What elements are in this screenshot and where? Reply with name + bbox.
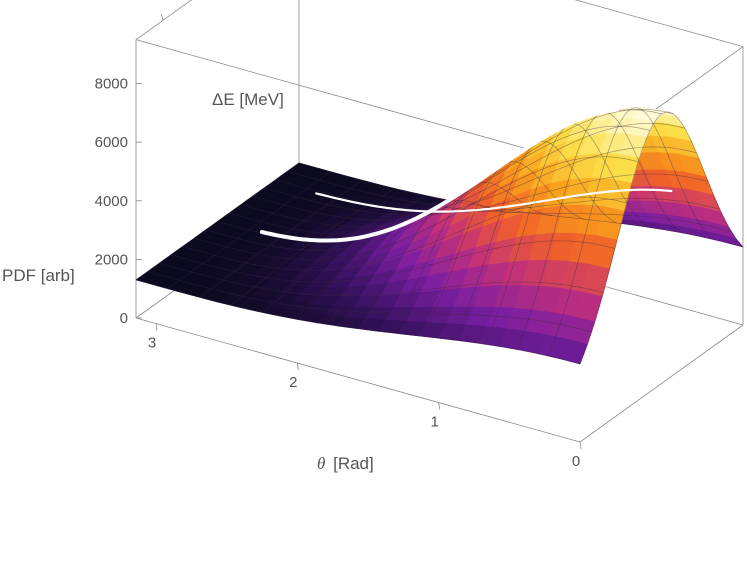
x-tick-label: 3 (148, 335, 156, 352)
gridline-theta (167, 171, 331, 289)
x-tick-mark (579, 441, 582, 450)
gridline-deltaE (240, 122, 685, 227)
surface-mesh (135, 107, 744, 365)
x-axis-symbol: θ (317, 454, 325, 473)
x-tick-mark (296, 363, 299, 371)
x-tick-mark (438, 402, 441, 410)
x-tick-label: 0 (572, 453, 580, 470)
gridline-deltaE (170, 240, 615, 283)
gridline-deltaE (264, 173, 709, 216)
z-axis-label: PDF [arb] (2, 266, 75, 285)
surface-patch (559, 338, 588, 365)
box-edge-top-back (135, 0, 192, 40)
z-tick-label: 6000 (95, 134, 128, 151)
highlight-curves (259, 107, 673, 243)
gridline-theta (135, 162, 300, 281)
gridline-deltaE (135, 279, 581, 365)
box-edge-floor-left (135, 317, 581, 443)
x-axis-unit: [Rad] (333, 454, 374, 473)
gridline-deltaE (205, 125, 650, 251)
gridline-deltaE (298, 162, 744, 248)
gridline-theta (579, 111, 744, 365)
gridline-theta (547, 107, 712, 357)
gridline-deltaE (275, 179, 720, 213)
gridline-deltaE (252, 146, 697, 221)
z-tick-label: 2000 (95, 251, 128, 268)
x-tick-label: 2 (289, 374, 297, 391)
box-edge-floor-front (579, 324, 744, 443)
box-edge-top-right (574, 0, 744, 48)
x-axis-label: θ [Rad] (317, 454, 374, 473)
y-axis-label: ΔE [MeV] (212, 90, 284, 109)
box-edge-top-left (135, 39, 581, 165)
x-tick-label: 1 (430, 414, 438, 431)
gridline-deltaE (194, 156, 639, 261)
highlight-curve (315, 188, 673, 213)
highlight-curve (259, 107, 620, 243)
gridline-deltaE (229, 109, 674, 235)
z-tick-label: 4000 (95, 193, 128, 210)
bounding-box-front (135, 46, 744, 443)
z-tick-label: 0 (120, 310, 128, 327)
gridline-deltaE (147, 271, 592, 333)
gridline-deltaE (287, 170, 732, 232)
y-tick-label: −2 (149, 0, 166, 2)
gridline-deltaE (159, 262, 604, 296)
x-tick-mark (155, 323, 158, 331)
y-tick-mark (160, 14, 164, 21)
z-tick-label: 8000 (95, 76, 128, 93)
